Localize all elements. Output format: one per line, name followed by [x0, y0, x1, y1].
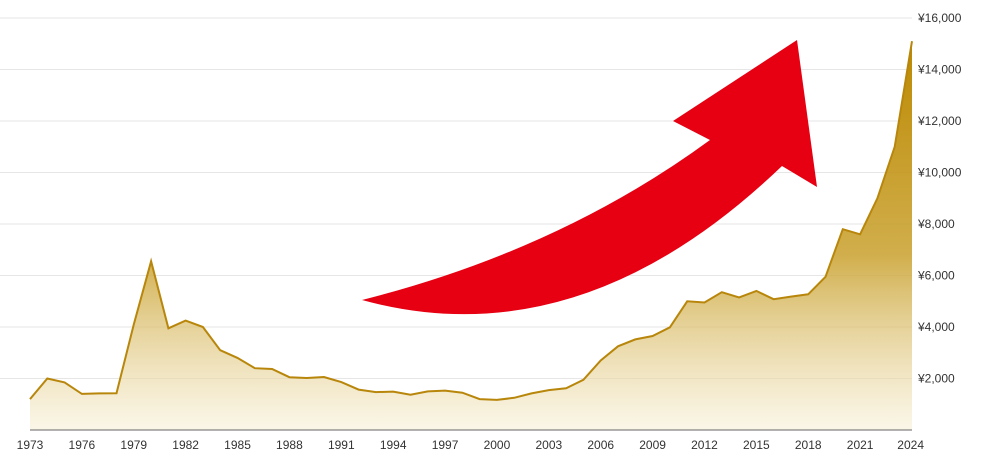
- x-tick-label: 2012: [691, 438, 718, 452]
- upward-trend-arrow-icon: [362, 40, 817, 315]
- x-tick-label: 2021: [847, 438, 874, 452]
- x-tick-label: 2018: [795, 438, 822, 452]
- x-tick-label: 2006: [587, 438, 614, 452]
- x-tick-label: 1997: [432, 438, 459, 452]
- x-axis-tick-labels: 1973 1976 1979 1982 1985 1988 1991 1994 1997 2000…: [17, 438, 925, 452]
- x-tick-label: 1976: [69, 438, 96, 452]
- y-tick-label: ¥12,000: [917, 114, 962, 128]
- y-tick-label: ¥4,000: [917, 320, 955, 334]
- x-tick-label: 1982: [172, 438, 199, 452]
- y-tick-label: ¥2,000: [917, 372, 955, 386]
- y-tick-label: ¥14,000: [917, 63, 962, 77]
- price-series-line: [29, 41, 913, 401]
- x-tick-label: 1985: [224, 438, 251, 452]
- x-tick-label: 2015: [743, 438, 770, 452]
- y-tick-label: ¥16,000: [917, 11, 962, 25]
- y-axis-tick-labels: ¥2,000 ¥4,000 ¥6,000 ¥8,000 ¥10,000 ¥12,000 ¥1…: [917, 11, 962, 386]
- x-tick-label: 1991: [328, 438, 355, 452]
- y-tick-label: ¥8,000: [917, 217, 955, 231]
- x-tick-label: 2003: [535, 438, 562, 452]
- x-tick-label: 1988: [276, 438, 303, 452]
- x-tick-label: 1994: [380, 438, 407, 452]
- price-area-fill: [30, 41, 912, 430]
- x-tick-label: 1979: [120, 438, 147, 452]
- x-tick-label: 2024: [897, 438, 924, 452]
- x-tick-label: 1973: [17, 438, 44, 452]
- y-tick-label: ¥6,000: [917, 269, 955, 283]
- y-tick-label: ¥10,000: [917, 166, 962, 180]
- x-tick-label: 2000: [484, 438, 511, 452]
- x-tick-label: 2009: [639, 438, 666, 452]
